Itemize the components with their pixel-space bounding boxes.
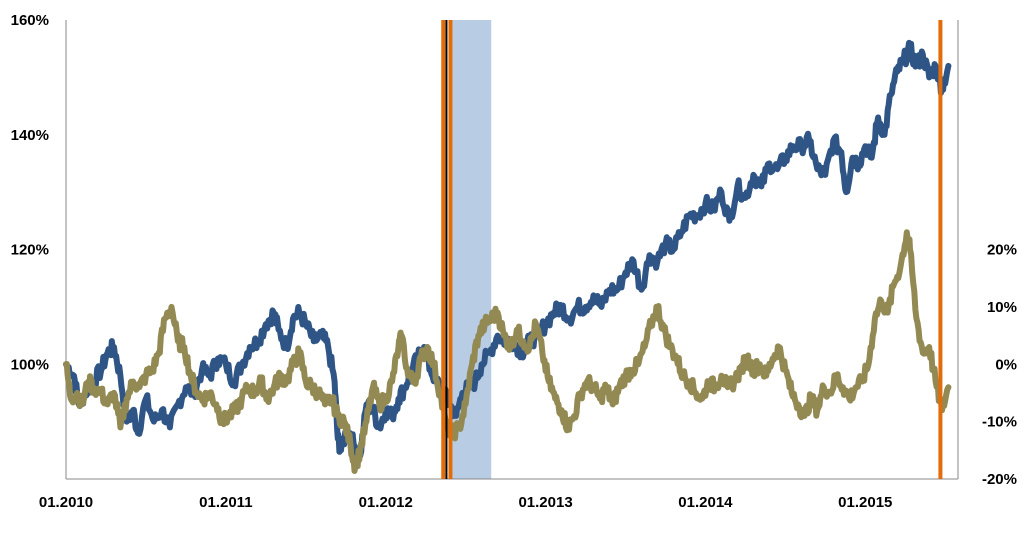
x-tick-label: 01.2011 bbox=[199, 494, 252, 511]
right-tick-label: -10% bbox=[982, 414, 1017, 431]
x-tick-label: 01.2012 bbox=[359, 494, 413, 511]
series-layer bbox=[63, 39, 952, 474]
left-tick-label: 140% bbox=[11, 127, 49, 144]
x-tick-label: 01.2010 bbox=[39, 494, 93, 511]
x-tick-label: 01.2013 bbox=[518, 494, 572, 511]
right-tick-label: 0% bbox=[995, 356, 1017, 373]
right-tick-label: 20% bbox=[987, 242, 1017, 259]
series-line-left-axis bbox=[63, 39, 952, 461]
left-axis-ticks: 100% 120% 140% 160% bbox=[11, 12, 49, 373]
x-tick-label: 01.2015 bbox=[838, 494, 892, 511]
chart-axes bbox=[65, 20, 959, 480]
x-tick-label: 01.2014 bbox=[678, 494, 733, 511]
left-tick-label: 160% bbox=[11, 12, 49, 29]
x-axis-ticks: 01.2010 01.2011 01.2012 01.2013 01.2014 01.20… bbox=[39, 494, 893, 511]
right-tick-label: 10% bbox=[987, 299, 1017, 316]
series-line-right-axis bbox=[63, 229, 952, 474]
left-tick-label: 120% bbox=[11, 242, 49, 259]
right-axis-ticks: -20% -10% 0% 10% 20% bbox=[982, 242, 1017, 489]
right-tick-label: -20% bbox=[982, 471, 1017, 488]
highlight-lines bbox=[441, 20, 943, 479]
left-tick-label: 100% bbox=[11, 356, 49, 373]
